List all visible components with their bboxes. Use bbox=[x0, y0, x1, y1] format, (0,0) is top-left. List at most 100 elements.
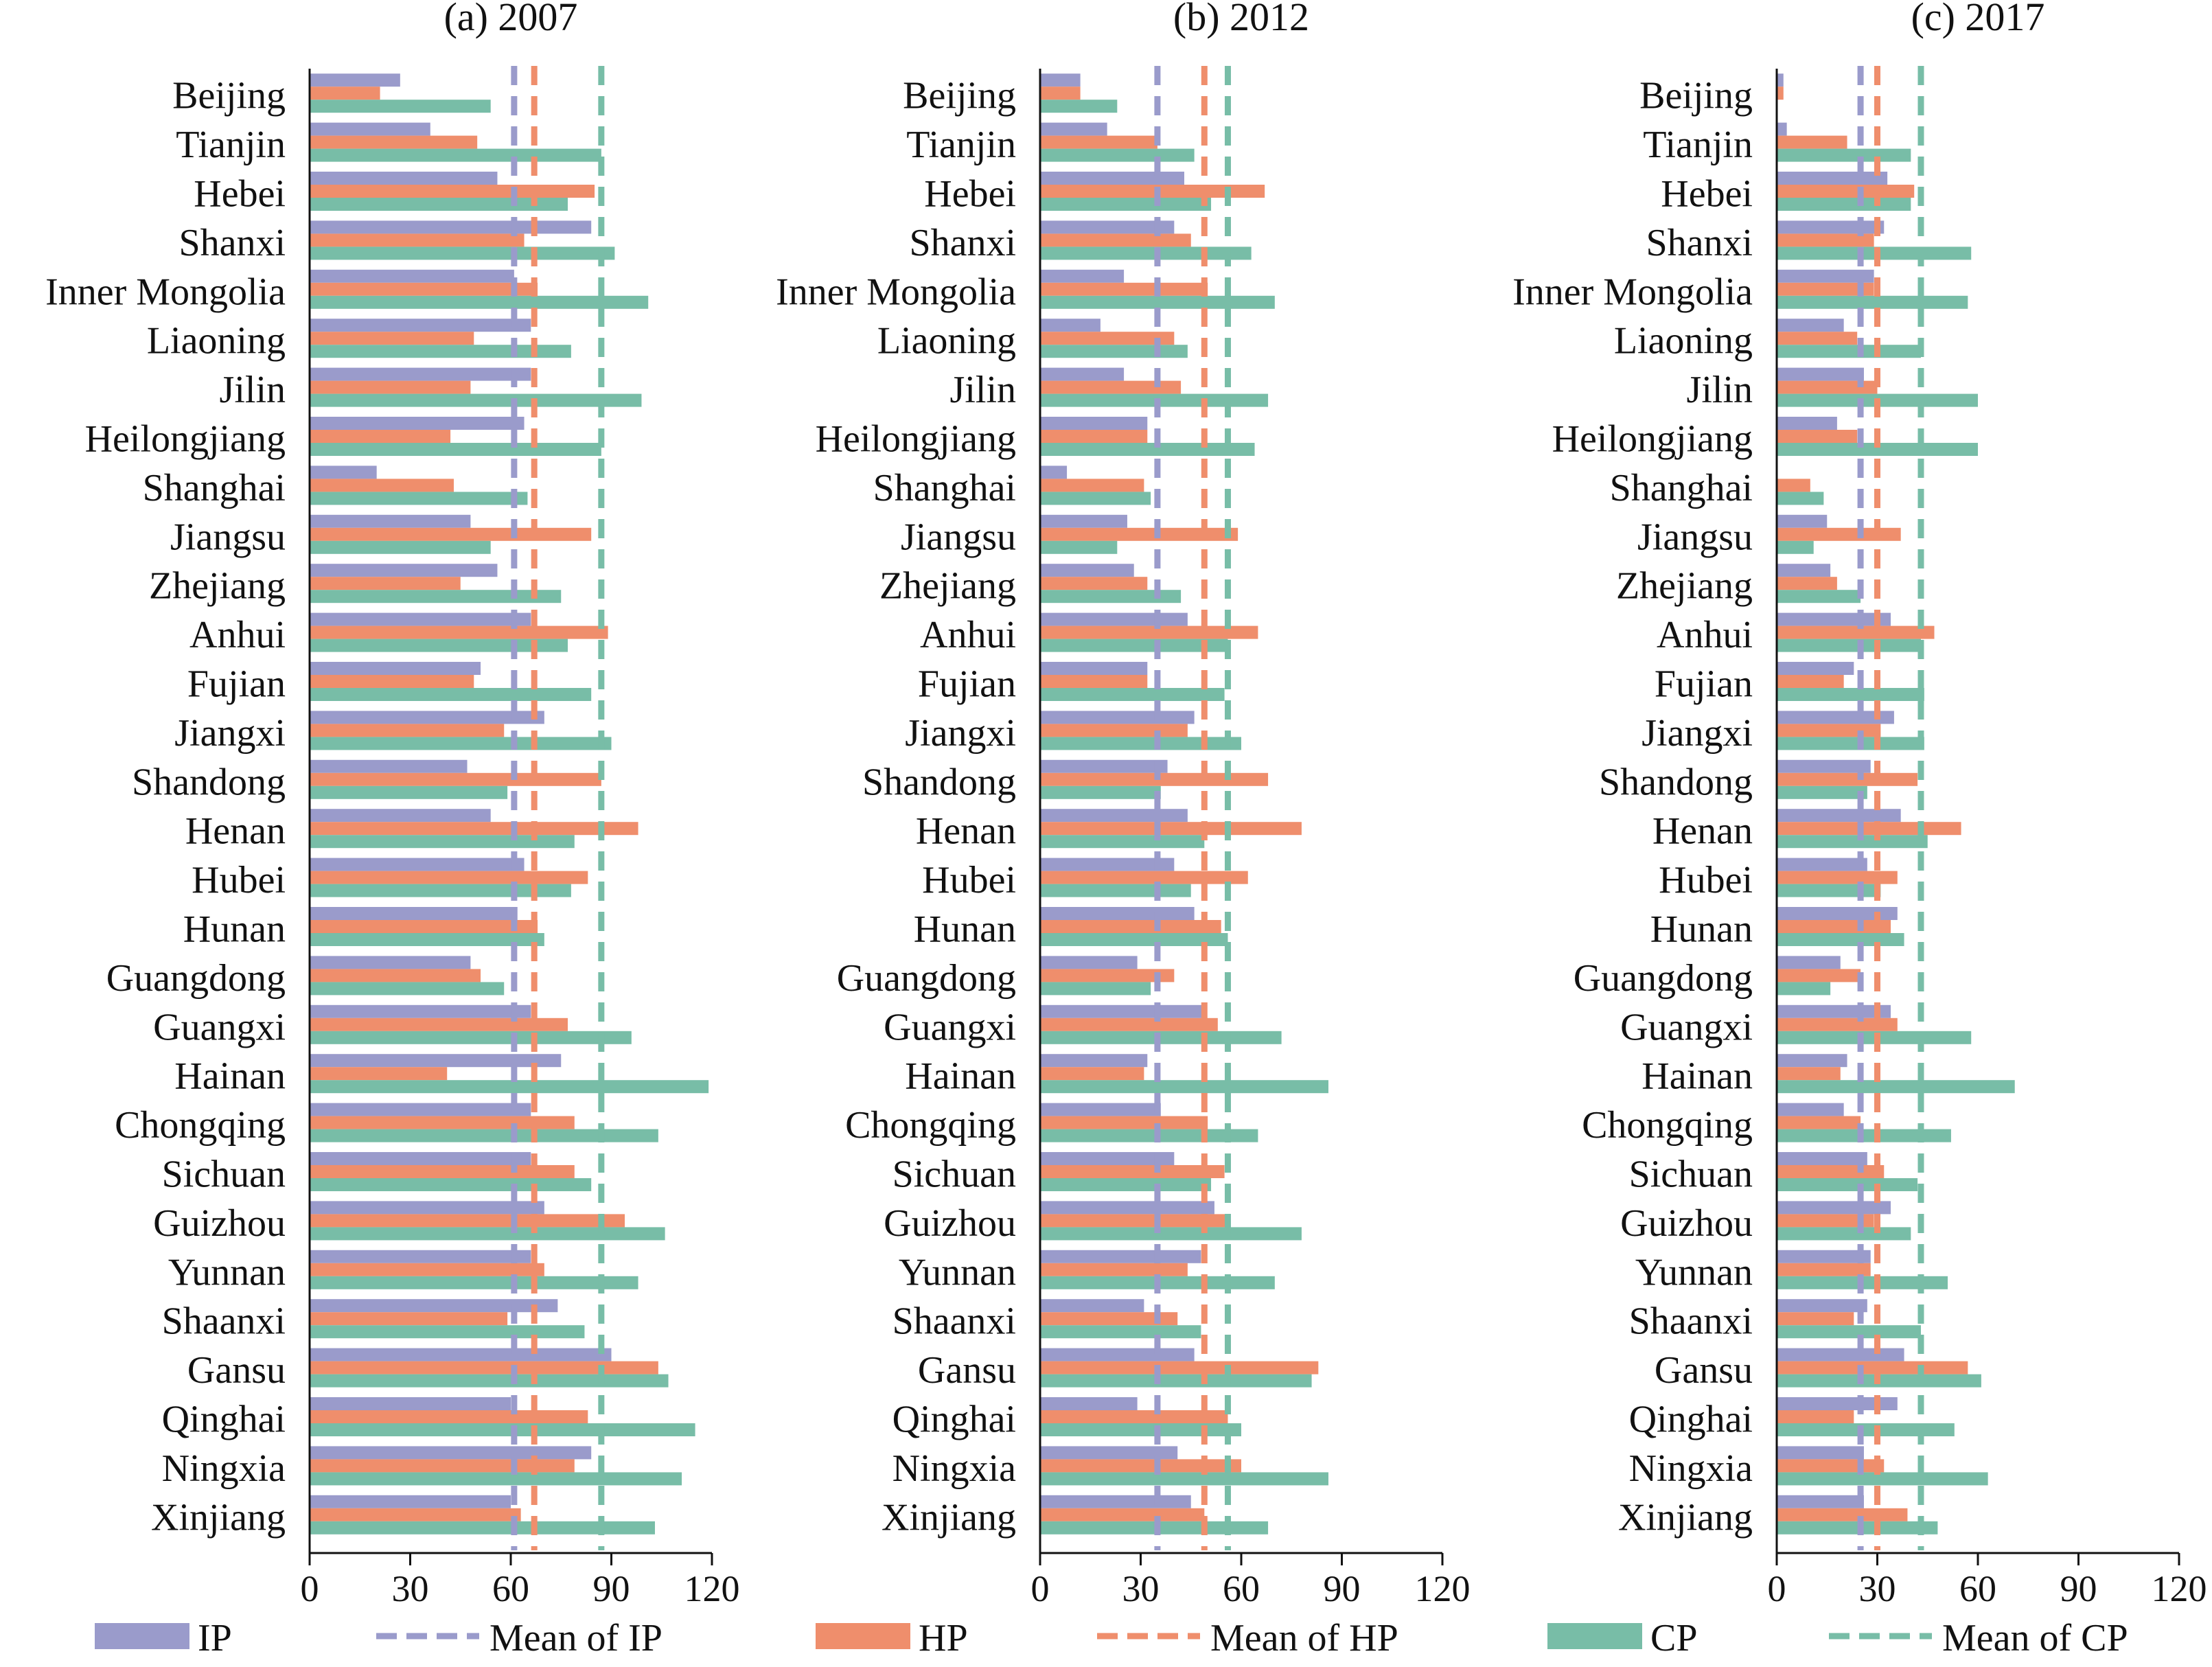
bar-ip-jiangxi bbox=[1777, 711, 1894, 724]
bar-hp-hebei bbox=[310, 185, 595, 198]
bar-hp-fujian bbox=[1777, 675, 1844, 688]
bar-cp-tianjin bbox=[1777, 148, 1911, 162]
bar-cp-jiangsu bbox=[1040, 540, 1118, 554]
bar-cp-heilongjiang bbox=[1777, 443, 1978, 456]
bar-hp-hunan bbox=[310, 920, 538, 933]
bar-ip-tianjin bbox=[310, 122, 430, 136]
bar-ip-guangdong bbox=[1040, 956, 1138, 969]
bar-hp-hubei bbox=[1040, 871, 1248, 884]
category-label-hunan: Hunan bbox=[914, 908, 1016, 951]
bar-cp-shaanxi bbox=[1777, 1325, 1921, 1339]
bar-hp-liaoning bbox=[1040, 332, 1175, 345]
bar-hp-henan bbox=[310, 822, 638, 836]
bar-cp-shandong bbox=[1777, 785, 1867, 799]
bar-ip-xinjiang bbox=[1777, 1495, 1864, 1508]
bar-cp-qinghai bbox=[1777, 1423, 1955, 1436]
bar-ip-zhejiang bbox=[310, 564, 498, 577]
bar-ip-jiangsu bbox=[1040, 514, 1127, 528]
bar-ip-guangdong bbox=[1777, 956, 1841, 969]
bar-cp-beijing bbox=[310, 100, 491, 113]
category-label-hebei: Hebei bbox=[1661, 173, 1753, 216]
bar-ip-heilongjiang bbox=[310, 417, 525, 430]
category-label-guangdong: Guangdong bbox=[106, 957, 286, 1000]
bar-hp-sichuan bbox=[1777, 1165, 1885, 1178]
bar-ip-guizhou bbox=[1040, 1201, 1214, 1215]
bar-hp-ningxia bbox=[310, 1459, 575, 1473]
bar-ip-tianjin bbox=[1040, 122, 1107, 136]
category-label-henan: Henan bbox=[1652, 810, 1753, 853]
legend-item-cp: CP bbox=[1547, 1617, 1698, 1659]
bar-cp-guizhou bbox=[310, 1227, 665, 1241]
bar-cp-hainan bbox=[1777, 1080, 2015, 1094]
bar-ip-liaoning bbox=[310, 319, 531, 332]
x-tick-label: 0 bbox=[1031, 1568, 1050, 1609]
bar-cp-shandong bbox=[1040, 785, 1161, 799]
category-label-shanxi: Shanxi bbox=[909, 222, 1016, 264]
x-tick-label: 30 bbox=[1859, 1568, 1896, 1609]
bar-hp-jilin bbox=[1777, 380, 1878, 394]
bar-cp-anhui bbox=[1040, 639, 1228, 652]
bar-hp-liaoning bbox=[1777, 332, 1858, 345]
bar-hp-tianjin bbox=[1777, 135, 1847, 149]
category-label-sichuan: Sichuan bbox=[162, 1153, 286, 1196]
bar-ip-jilin bbox=[1040, 367, 1125, 381]
bar-hp-beijing bbox=[310, 87, 380, 100]
category-label-beijing: Beijing bbox=[1639, 75, 1753, 117]
legend-item-mean-of-ip: Mean of IP bbox=[376, 1617, 663, 1659]
category-label-guangxi: Guangxi bbox=[1620, 1006, 1753, 1048]
bar-hp-fujian bbox=[1040, 675, 1148, 688]
bar-hp-qinghai bbox=[1040, 1410, 1228, 1423]
bar-cp-tianjin bbox=[1040, 148, 1195, 162]
bar-hp-shanghai bbox=[310, 479, 454, 492]
category-label-shaanxi: Shaanxi bbox=[1629, 1300, 1753, 1343]
bar-cp-hebei bbox=[1777, 198, 1911, 211]
category-label-qinghai: Qinghai bbox=[892, 1399, 1016, 1441]
category-label-hunan: Hunan bbox=[183, 908, 286, 951]
bar-hp-guizhou bbox=[1040, 1214, 1228, 1228]
bar-cp-sichuan bbox=[1040, 1178, 1212, 1191]
bar-hp-gansu bbox=[310, 1361, 658, 1375]
bar-ip-qinghai bbox=[1040, 1397, 1138, 1410]
category-label-beijing: Beijing bbox=[903, 75, 1016, 117]
category-label-anhui: Anhui bbox=[920, 614, 1016, 656]
bar-cp-henan bbox=[310, 835, 575, 849]
bar-cp-hunan bbox=[1040, 933, 1228, 946]
bar-cp-qinghai bbox=[1040, 1423, 1241, 1436]
bar-cp-sichuan bbox=[1777, 1178, 1918, 1191]
bar-hp-shanghai bbox=[1777, 479, 1810, 492]
category-label-shandong: Shandong bbox=[862, 761, 1016, 803]
legend-item-mean-of-cp: Mean of CP bbox=[1829, 1617, 2128, 1659]
category-label-ningxia: Ningxia bbox=[892, 1447, 1017, 1490]
category-label-guizhou: Guizhou bbox=[153, 1202, 286, 1245]
bar-cp-tianjin bbox=[310, 148, 601, 162]
category-label-jiangsu: Jiangsu bbox=[901, 516, 1016, 558]
bar-cp-anhui bbox=[1777, 639, 1921, 652]
bar-hp-tianjin bbox=[1040, 135, 1157, 149]
category-label-jiangsu: Jiangsu bbox=[1637, 516, 1753, 558]
bar-ip-hubei bbox=[310, 858, 525, 871]
bar-hp-qinghai bbox=[1777, 1410, 1854, 1423]
bar-cp-zhejiang bbox=[1040, 590, 1182, 603]
bar-cp-inner-mongolia bbox=[1040, 295, 1275, 309]
bar-ip-guangdong bbox=[310, 956, 471, 969]
bar-ip-henan bbox=[1777, 809, 1901, 823]
legend-item-mean-of-hp: Mean of HP bbox=[1097, 1617, 1398, 1659]
bar-ip-liaoning bbox=[1040, 319, 1101, 332]
bar-ip-fujian bbox=[310, 662, 481, 675]
bar-hp-jiangsu bbox=[310, 527, 592, 541]
bar-cp-guangxi bbox=[1777, 1031, 1972, 1044]
bar-hp-hebei bbox=[1777, 185, 1915, 198]
x-tick-label: 120 bbox=[1415, 1568, 1471, 1609]
legend-swatch-hp bbox=[816, 1623, 910, 1649]
category-label-inner-mongolia: Inner Mongolia bbox=[1512, 271, 1753, 313]
bar-ip-sichuan bbox=[310, 1152, 531, 1165]
bar-ip-inner-mongolia bbox=[310, 269, 514, 283]
category-label-liaoning: Liaoning bbox=[1614, 320, 1753, 363]
bar-hp-hubei bbox=[1777, 871, 1898, 884]
category-label-hubei: Hubei bbox=[922, 859, 1016, 901]
category-label-heilongjiang: Heilongjiang bbox=[1552, 418, 1753, 461]
bar-cp-ningxia bbox=[1777, 1472, 1988, 1486]
bar-ip-shandong bbox=[1777, 759, 1871, 773]
bar-ip-beijing bbox=[1777, 73, 1784, 87]
bar-cp-hainan bbox=[1040, 1080, 1328, 1094]
